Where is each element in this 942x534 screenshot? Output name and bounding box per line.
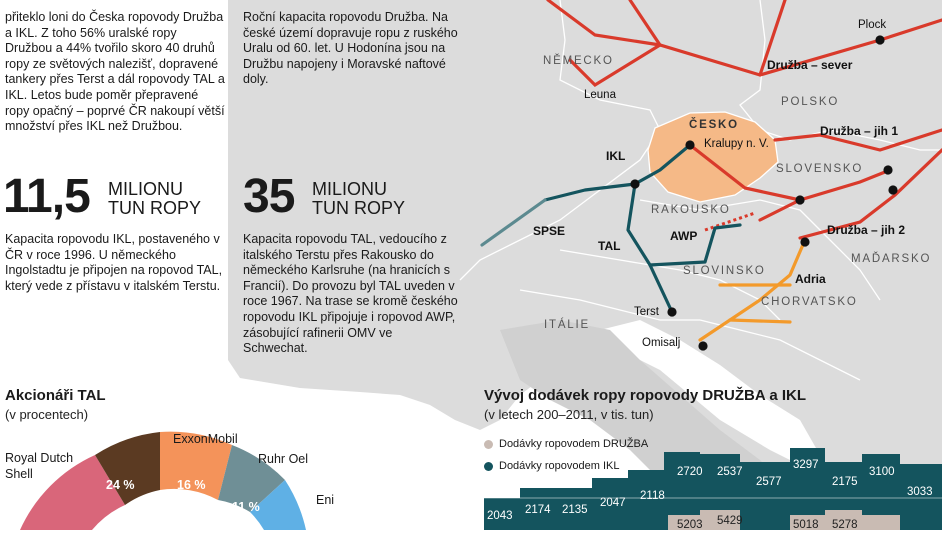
ikl-value-label: 2043 bbox=[487, 510, 513, 522]
label-druzba-south2: Družba – jih 2 bbox=[827, 223, 905, 237]
adria-line bbox=[698, 238, 807, 342]
label-omisalj: Omisalj bbox=[642, 337, 680, 349]
shareholders-donut bbox=[20, 431, 306, 530]
ikl-value-label: 2175 bbox=[832, 476, 858, 488]
label-poland: POLSKO bbox=[781, 96, 839, 108]
label-germany: NĚMECKO bbox=[543, 54, 614, 67]
label-terst: Terst bbox=[634, 306, 660, 318]
legend-ikl-swatch bbox=[484, 461, 493, 471]
value-shell: 24 % bbox=[106, 478, 135, 492]
tal-capacity-number: 35 bbox=[243, 170, 295, 223]
label-kralupy: Kralupy n. V. bbox=[704, 138, 769, 150]
adriatic-sea bbox=[600, 320, 820, 470]
ikl-value-label: 3100 bbox=[869, 466, 895, 478]
legend-druzba-label: Dodávky ropovodem DRUŽBA bbox=[499, 438, 649, 450]
label-hungary: MAĎARSKO bbox=[851, 252, 931, 265]
label-exxon: ExxonMobil bbox=[173, 432, 238, 446]
druzba-dashed bbox=[704, 211, 756, 232]
shareholders-title: Akcionáři TAL bbox=[5, 387, 106, 404]
pipeline-nodes bbox=[630, 35, 898, 351]
label-ikl: IKL bbox=[606, 149, 625, 163]
ikl-value-label: 2174 bbox=[525, 504, 551, 516]
label-ruhr: Ruhr Oel bbox=[258, 452, 309, 466]
tal-capacity-unit: MILIONU TUN ROPY bbox=[312, 179, 406, 218]
druzba-value-label: 5429 bbox=[717, 515, 743, 527]
label-spse: SPSE bbox=[533, 224, 565, 238]
label-awp: AWP bbox=[670, 229, 697, 243]
label-croatia: CHORVATSKO bbox=[761, 296, 858, 308]
druzba-value-label: 5018 bbox=[793, 519, 819, 531]
ikl-value-label: 2047 bbox=[600, 497, 626, 509]
ikl-value-label: 2118 bbox=[640, 490, 665, 502]
label-czech: ČESKO bbox=[689, 118, 739, 131]
ikl-capacity-number: 11,5 bbox=[3, 170, 91, 223]
label-slovenia: SLOVINSKO bbox=[683, 265, 766, 277]
tal-text: Kapacita ropovodu TAL, vedoucího z itals… bbox=[243, 232, 458, 356]
ikl-value-label: 2577 bbox=[756, 476, 782, 488]
legend-ikl-label: Dodávky ropovodem IKL bbox=[499, 460, 620, 472]
donut-slice-5 bbox=[20, 455, 125, 530]
donut-slice-eni bbox=[250, 480, 306, 530]
value-ruhr: 11 % bbox=[232, 500, 260, 514]
label-austria: RAKOUSKO bbox=[651, 204, 731, 216]
ikl-value-label: 2135 bbox=[562, 504, 588, 516]
ikl-tal-lines bbox=[543, 143, 742, 314]
ikl-value-label: 2720 bbox=[677, 466, 703, 478]
shareholders-subtitle: (v procentech) bbox=[5, 407, 89, 422]
ikl-value-label: 3297 bbox=[793, 459, 819, 471]
druzba-value-label: 5278 bbox=[832, 519, 858, 531]
druzba-value-label: 5203 bbox=[677, 519, 703, 531]
legend-druzba-swatch bbox=[484, 439, 493, 449]
label-adria: Adria bbox=[795, 272, 826, 286]
deliveries-title: Vývoj dodávek ropy ropovody DRUŽBA a IKL bbox=[484, 387, 806, 404]
druzba-text: Roční kapacita ropovodu Družba. Na české… bbox=[243, 10, 458, 87]
label-slovakia: SLOVENSKO bbox=[776, 163, 863, 175]
ikl-capacity-unit: MILIONU TUN ROPY bbox=[108, 179, 202, 218]
deliveries-chart bbox=[484, 448, 942, 530]
ikl-value-label: 2537 bbox=[717, 466, 743, 478]
spse-line bbox=[480, 198, 547, 247]
label-plock: Plock bbox=[858, 19, 886, 31]
legend-druzba: Dodávky ropovodem DRUŽBA bbox=[484, 438, 648, 450]
donut-slice-ruhr bbox=[218, 445, 285, 512]
donut-slice-shell bbox=[95, 432, 160, 505]
deliveries-subtitle: (v letech 200–2011, v tis. tun) bbox=[484, 407, 654, 422]
label-druzba-south1: Družba – jih 1 bbox=[820, 124, 898, 138]
czech-republic bbox=[647, 111, 779, 203]
label-druzba-north: Družba – sever bbox=[767, 58, 853, 72]
druzba-lines bbox=[546, 0, 942, 240]
label-shell: Royal Dutch Shell bbox=[5, 451, 74, 481]
legend-ikl: Dodávky ropovodem IKL bbox=[484, 460, 619, 472]
label-italy: ITÁLIE bbox=[544, 318, 590, 331]
donut-slice-exxon bbox=[160, 431, 232, 500]
value-exxon: 16 % bbox=[177, 478, 206, 492]
ikl-text: Kapacita ropovodu IKL, postaveného v ČR … bbox=[5, 232, 223, 293]
label-tal: TAL bbox=[598, 239, 620, 253]
ikl-value-label: 3033 bbox=[907, 486, 933, 498]
label-leuna: Leuna bbox=[584, 89, 617, 101]
intro-text: přiteklo loni do Česka ropovody Družba a… bbox=[5, 10, 225, 134]
label-eni: Eni bbox=[316, 493, 335, 507]
